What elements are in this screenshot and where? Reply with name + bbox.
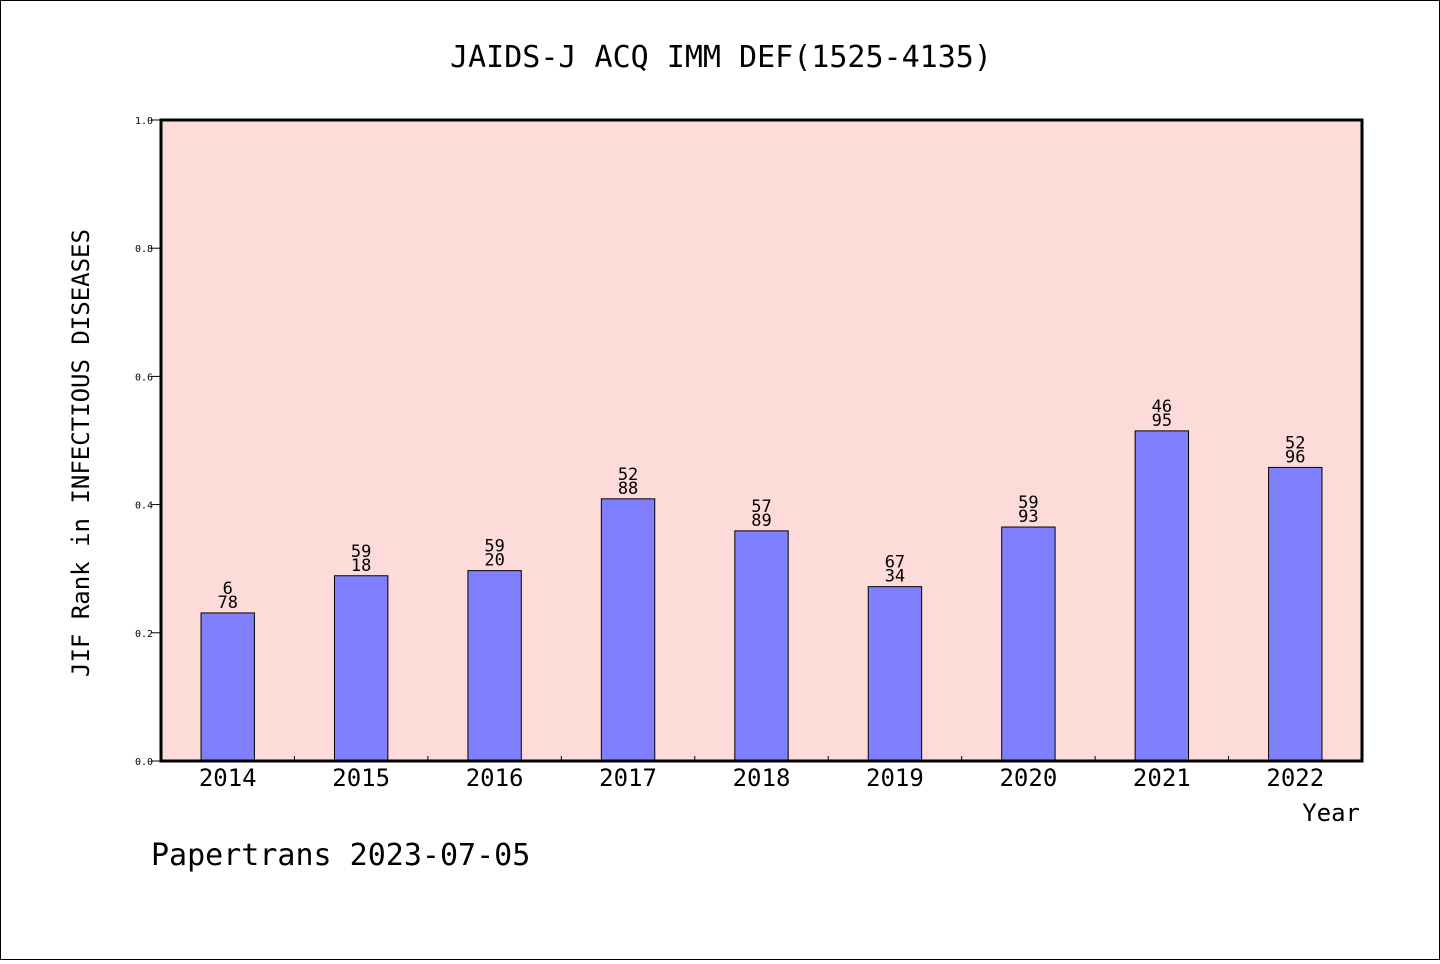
chart-title: JAIDS-J ACQ IMM DEF(1525-4135): [450, 40, 992, 75]
x-tick-label: 2020: [999, 764, 1057, 792]
bar-label-bottom: 20: [484, 551, 504, 571]
bar: [200, 612, 255, 762]
x-axis: 2014 2015 2016 2017 2018 2019 2020 2021 2022: [199, 756, 1324, 792]
bar-label-top: 52: [1285, 433, 1305, 453]
bar-label-top: 57: [751, 497, 771, 517]
x-tick-label: 2017: [599, 764, 657, 792]
bar-label-top: 6: [223, 579, 233, 599]
y-tick-label: 0.6: [135, 372, 153, 383]
bar: [333, 575, 389, 762]
bar-label-top: 59: [1018, 493, 1038, 513]
bar-label-top: 59: [484, 537, 504, 557]
bar-label-bottom: 89: [751, 511, 771, 531]
bar-label-bottom: 88: [618, 479, 638, 499]
bar: [467, 570, 522, 762]
x-axis-label: Year: [1302, 799, 1360, 827]
x-tick-label: 2021: [1133, 764, 1191, 792]
plot-border: [159, 118, 1364, 763]
x-tick-label: 2015: [332, 764, 390, 792]
bar-label-bottom: 95: [1152, 411, 1172, 431]
bar-label-bottom: 78: [217, 593, 237, 613]
bar-label-bottom: 93: [1018, 507, 1038, 527]
y-tick-label: 0.4: [135, 501, 153, 512]
y-tick-label: 0.8: [135, 244, 153, 255]
bar-label-top: 67: [885, 553, 905, 573]
bar-label-bottom: 34: [885, 567, 905, 587]
bar-label-bottom: 18: [351, 556, 371, 576]
bar: [1001, 526, 1056, 762]
x-tick-label: 2018: [733, 764, 791, 792]
bar-label-bottom: 96: [1285, 447, 1305, 467]
bar: [867, 586, 923, 762]
bar: [734, 530, 789, 762]
x-tick-label: 2019: [866, 764, 924, 792]
x-tick-label: 2014: [199, 764, 257, 792]
bar-label-top: 59: [351, 542, 371, 562]
x-tick-label: 2016: [466, 764, 524, 792]
y-axis-label: JIF Rank in INFECTIOUS DISEASES: [67, 229, 95, 677]
bar-label-top: 46: [1152, 397, 1172, 417]
bar-label-top: 52: [618, 465, 638, 485]
footer-credit: Papertrans 2023-07-05: [151, 838, 530, 873]
bar: [1268, 466, 1323, 762]
y-tick-label: 0.0: [135, 757, 153, 768]
bar: [600, 498, 656, 762]
y-tick-label: 0.2: [135, 629, 153, 640]
x-tick-label: 2022: [1266, 764, 1324, 792]
y-tick-label: 1.0: [135, 116, 153, 127]
y-axis: 0.0 0.2 0.4 0.6 0.8 1.0: [135, 116, 161, 768]
bar: [1134, 430, 1190, 762]
